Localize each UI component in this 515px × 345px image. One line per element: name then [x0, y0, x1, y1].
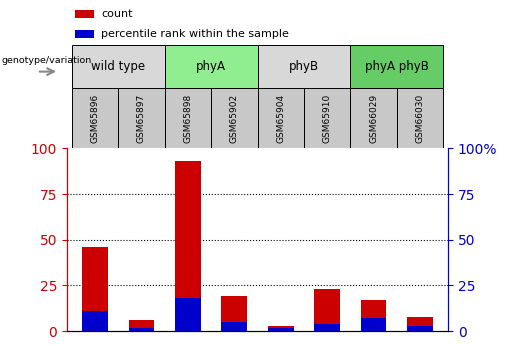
- Bar: [175, 161, 200, 331]
- Text: GSM65897: GSM65897: [137, 93, 146, 143]
- Bar: [315, 324, 340, 331]
- Text: count: count: [101, 9, 133, 19]
- Text: wild type: wild type: [91, 60, 145, 73]
- Text: phyA phyB: phyA phyB: [365, 60, 429, 73]
- Bar: [129, 327, 154, 331]
- Bar: [75, 10, 94, 18]
- Bar: [304, 88, 350, 148]
- Bar: [268, 326, 294, 331]
- Bar: [165, 45, 258, 88]
- Bar: [165, 88, 211, 148]
- Text: phyB: phyB: [289, 60, 319, 73]
- Bar: [82, 311, 108, 331]
- Bar: [129, 320, 154, 331]
- Bar: [221, 322, 247, 331]
- Bar: [118, 88, 165, 148]
- Bar: [72, 88, 118, 148]
- Text: GSM65896: GSM65896: [90, 93, 99, 143]
- Bar: [350, 88, 397, 148]
- Text: GSM65910: GSM65910: [323, 93, 332, 143]
- Text: GSM65904: GSM65904: [276, 93, 285, 143]
- Bar: [361, 318, 386, 331]
- Bar: [268, 327, 294, 331]
- Bar: [258, 88, 304, 148]
- Bar: [407, 317, 433, 331]
- Text: phyA: phyA: [196, 60, 226, 73]
- Text: GSM65898: GSM65898: [183, 93, 192, 143]
- Bar: [315, 289, 340, 331]
- Bar: [211, 88, 258, 148]
- Bar: [75, 30, 94, 38]
- Bar: [82, 247, 108, 331]
- Bar: [361, 300, 386, 331]
- Text: GSM65902: GSM65902: [230, 93, 239, 143]
- Text: genotype/variation: genotype/variation: [2, 56, 92, 65]
- Bar: [407, 326, 433, 331]
- Title: GDS1704 / 261186_at: GDS1704 / 261186_at: [177, 129, 338, 146]
- Bar: [350, 45, 443, 88]
- Bar: [258, 45, 350, 88]
- Bar: [221, 296, 247, 331]
- Text: percentile rank within the sample: percentile rank within the sample: [101, 29, 289, 39]
- Text: GSM66029: GSM66029: [369, 93, 378, 143]
- Text: GSM66030: GSM66030: [416, 93, 425, 143]
- Bar: [175, 298, 200, 331]
- Bar: [72, 45, 165, 88]
- Bar: [397, 88, 443, 148]
